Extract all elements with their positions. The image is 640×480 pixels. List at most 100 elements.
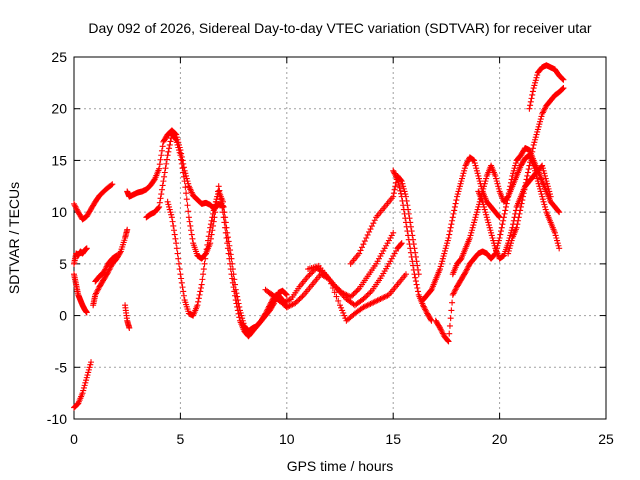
data-point xyxy=(82,379,89,386)
data-point xyxy=(83,309,90,316)
data-point xyxy=(283,291,290,298)
data-point xyxy=(528,95,535,102)
data-point xyxy=(198,281,205,288)
data-point xyxy=(236,307,243,314)
y-tick-label: -10 xyxy=(47,411,67,427)
data-point xyxy=(373,260,380,267)
data-point xyxy=(559,75,566,82)
data-point xyxy=(376,296,383,303)
data-point xyxy=(543,178,550,185)
data-point xyxy=(296,296,303,303)
data-point xyxy=(196,291,203,298)
data-point xyxy=(85,369,92,376)
data-point xyxy=(546,188,553,195)
data-point xyxy=(367,300,374,307)
data-point xyxy=(213,196,220,203)
data-point xyxy=(328,280,335,287)
data-point xyxy=(234,293,241,300)
data-point xyxy=(483,211,490,218)
data-point xyxy=(545,185,552,192)
data-point xyxy=(445,235,452,241)
data-point xyxy=(200,266,207,273)
data-point xyxy=(468,229,475,236)
data-point xyxy=(529,148,536,155)
data-point xyxy=(452,200,459,207)
data-point xyxy=(183,190,190,197)
data-point xyxy=(373,298,380,305)
data-point xyxy=(532,136,539,143)
data-point xyxy=(161,169,168,176)
data-point xyxy=(463,266,470,273)
data-point xyxy=(92,290,99,297)
data-point xyxy=(450,290,457,297)
data-point xyxy=(162,165,169,172)
data-point xyxy=(480,201,487,208)
data-point xyxy=(205,233,212,240)
data-point xyxy=(451,207,458,214)
data-point xyxy=(231,276,238,283)
data-point xyxy=(471,160,478,167)
data-point xyxy=(398,240,405,247)
data-point xyxy=(157,195,164,202)
data-point xyxy=(197,284,204,291)
data-point xyxy=(480,185,487,192)
data-point xyxy=(178,275,185,282)
series-track-7 xyxy=(122,302,133,331)
data-point xyxy=(454,191,461,198)
data-point xyxy=(353,288,360,295)
data-point xyxy=(462,162,469,169)
data-point xyxy=(525,166,532,173)
data-point xyxy=(482,209,489,216)
data-point xyxy=(381,293,388,300)
data-point xyxy=(391,250,398,257)
data-point xyxy=(194,302,201,309)
data-point xyxy=(395,181,402,188)
data-point xyxy=(94,287,101,294)
data-point xyxy=(510,170,517,177)
data-point xyxy=(73,205,80,212)
data-point xyxy=(541,203,548,210)
x-axis-label: GPS time / hours xyxy=(287,458,394,474)
data-point xyxy=(283,298,290,305)
data-point xyxy=(400,183,407,190)
data-point xyxy=(239,317,246,324)
data-point xyxy=(388,255,395,262)
data-point xyxy=(464,264,471,271)
data-point xyxy=(544,180,551,187)
data-point xyxy=(384,240,391,247)
data-point xyxy=(398,190,405,197)
data-point xyxy=(366,290,373,297)
data-point xyxy=(102,266,109,273)
data-point xyxy=(211,203,218,210)
data-point xyxy=(388,232,395,239)
data-point xyxy=(524,172,531,179)
data-point xyxy=(539,193,546,200)
data-point xyxy=(398,193,405,200)
data-point xyxy=(472,214,479,221)
data-point xyxy=(476,178,483,185)
data-point xyxy=(172,235,179,242)
data-point xyxy=(438,260,445,267)
data-point xyxy=(360,304,367,311)
data-point xyxy=(392,171,399,178)
data-point xyxy=(180,173,187,180)
data-point xyxy=(177,152,184,159)
data-point xyxy=(361,294,368,301)
data-point xyxy=(411,271,418,278)
series-track-13 xyxy=(305,262,409,324)
data-point xyxy=(402,219,409,226)
data-point xyxy=(163,160,170,167)
data-point xyxy=(423,309,430,316)
data-point xyxy=(527,98,534,105)
data-point xyxy=(498,228,505,235)
data-point xyxy=(226,242,233,249)
data-point xyxy=(487,227,494,234)
data-point xyxy=(539,196,546,203)
data-point xyxy=(541,172,548,179)
data-point xyxy=(171,231,178,238)
data-point xyxy=(209,214,216,221)
data-point xyxy=(459,175,466,182)
data-point xyxy=(452,286,459,293)
data-point xyxy=(364,231,371,238)
data-point xyxy=(206,228,213,235)
